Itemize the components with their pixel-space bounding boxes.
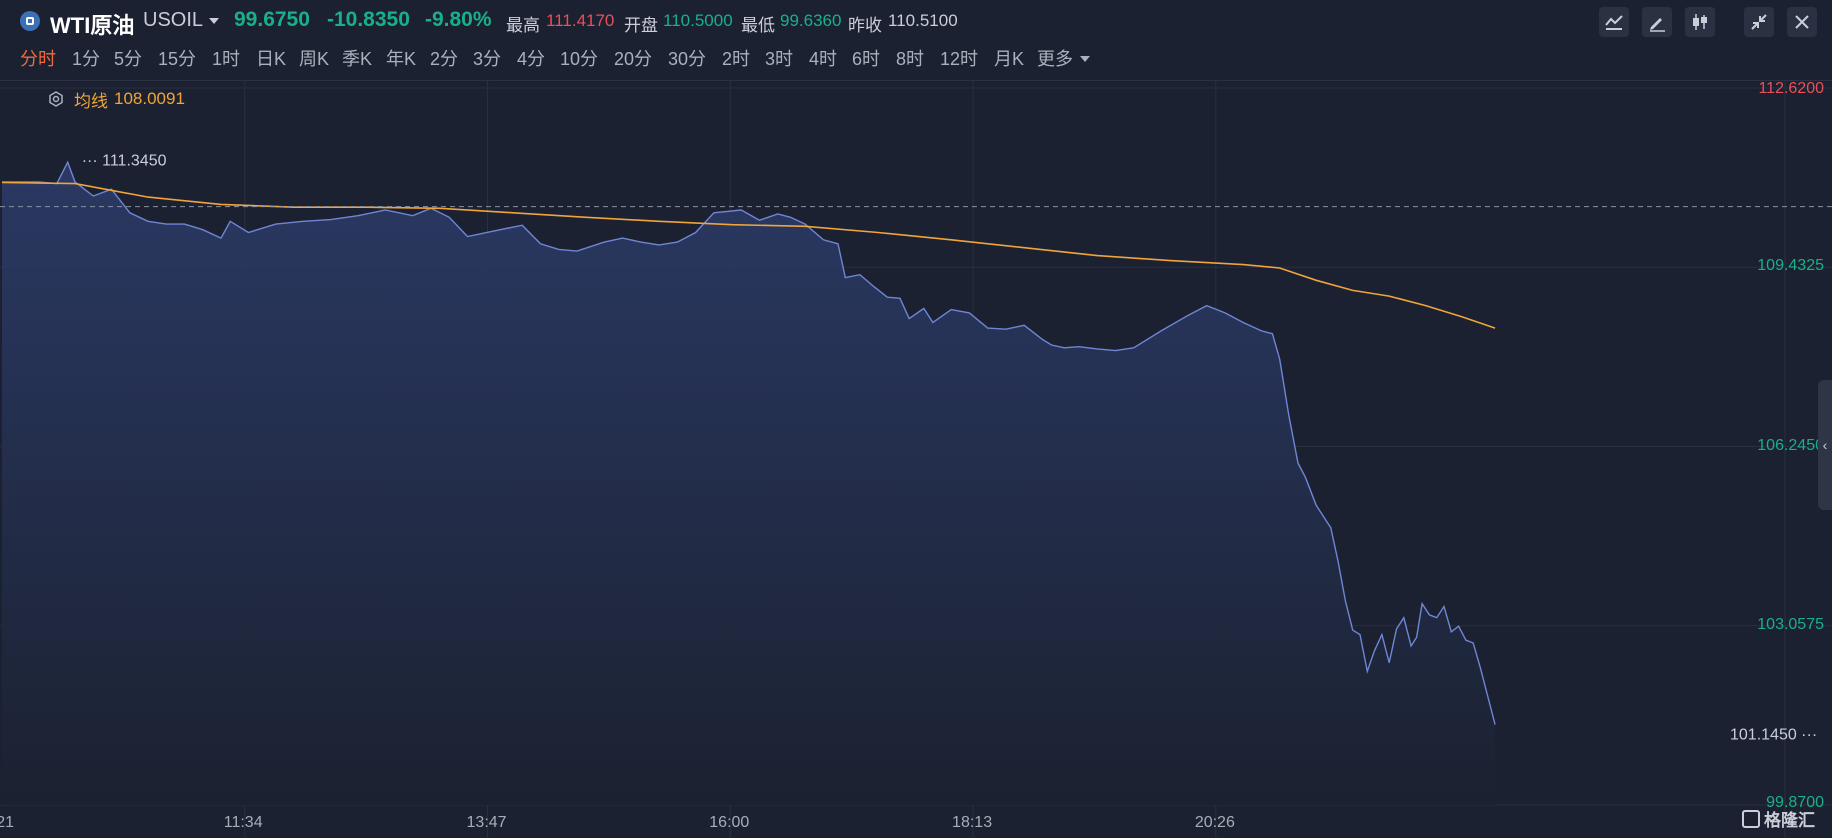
tab-4时[interactable]: 4时 [809,49,838,69]
period-tabs: 分时 1分 5分 15分 1时 日K 周K 季K 年K 2分 3分 4分 10分… [0,42,1200,72]
symbol-code[interactable]: USOIL [143,9,204,31]
tab-1分[interactable]: 1分 [72,49,101,69]
draw-icon [1650,18,1665,32]
x-tick-label: 20:26 [1194,814,1235,831]
chevron-down-icon[interactable] [209,18,219,24]
tab-周K[interactable]: 周K [299,49,330,69]
close-button[interactable] [1787,7,1817,37]
x-tick-label: 16:00 [709,814,750,831]
chevron-left-icon: ‹ [1822,437,1828,453]
tab-5分[interactable]: 5分 [114,49,143,69]
open-value: 110.5000 [663,11,733,30]
tab-15分[interactable]: 15分 [158,49,197,69]
tab-年K[interactable]: 年K [386,49,417,69]
last-annotation: 101.1450 ··· [1730,726,1817,743]
ma-label: 均线 [74,91,108,111]
draw-button[interactable] [1642,7,1672,37]
tab-30分[interactable]: 30分 [668,49,707,69]
settings-icon[interactable] [48,91,64,107]
tab-2时[interactable]: 2时 [722,49,751,69]
tab-分时[interactable]: 分时 [20,49,56,69]
ma-value: 108.0091 [114,89,185,108]
tab-10分[interactable]: 10分 [560,49,599,69]
prev-close-label: 昨收 [848,16,882,35]
tab-20分[interactable]: 20分 [614,49,653,69]
ma-legend: 均线 108.0091 [48,88,185,111]
price-change-pct: -9.80% [425,8,492,31]
prev-close-value: 110.5100 [888,11,958,30]
close-icon [1795,15,1809,29]
line-tool-icon [1605,15,1623,30]
x-tick-label: 09:21 [0,814,15,831]
y-tick-label: 103.0575 [1757,615,1824,633]
tab-3分[interactable]: 3分 [473,49,502,69]
tab-2分[interactable]: 2分 [430,49,459,69]
tab-6时[interactable]: 6时 [852,49,881,69]
divider [0,80,1832,81]
y-tick-label: 99.8700 [1766,794,1824,811]
tab-3时[interactable]: 3时 [765,49,794,69]
y-tick-label: 106.2450 [1757,436,1824,454]
candlestick-button[interactable] [1685,7,1715,37]
x-tick-label: 13:47 [466,814,507,831]
low-value: 99.6360 [780,11,842,30]
watermark: 格隆汇 [1742,806,1815,831]
logo-icon [1742,809,1760,828]
more-chevron-down-icon[interactable] [1080,56,1090,62]
high-value: 111.4170 [546,11,615,30]
open-label: 开盘 [624,16,658,35]
line-tool-button[interactable] [1599,7,1629,37]
last-price: 99.6750 [234,8,310,31]
x-tick-label: 11:34 [223,814,263,831]
candlestick-icon [1693,14,1707,30]
watermark-text: 格隆汇 [1764,811,1815,830]
symbol-name[interactable]: WTI原油 [50,13,135,38]
low-label: 最低 [741,16,775,35]
compress-icon [1751,14,1767,30]
price-line [2,160,1496,725]
tab-日K[interactable]: 日K [256,49,287,69]
quote-header: WTI原油 USOIL 99.6750 -10.8350 -9.80% 最高 1… [0,0,1832,40]
intraday-chart[interactable]: ··· 111.3450 101.1450 ··· [0,80,1832,838]
ma-line [1,181,1496,329]
x-tick-label: 18:13 [952,814,993,831]
tab-季K[interactable]: 季K [342,49,373,69]
symbol-icon [20,11,40,31]
price-change: -10.8350 [327,8,410,31]
side-panel-toggle[interactable]: ‹ [1818,380,1832,510]
high-annotation: ··· 111.3450 [82,153,167,170]
tab-月K[interactable]: 月K [994,49,1025,69]
tab-12时[interactable]: 12时 [940,49,979,69]
compress-button[interactable] [1744,7,1774,37]
tab-1时[interactable]: 1时 [212,49,241,69]
tab-4分[interactable]: 4分 [517,49,546,69]
y-tick-label: 112.6200 [1758,80,1824,97]
high-label: 最高 [506,16,540,35]
tab-8时[interactable]: 8时 [896,49,925,69]
tab-more[interactable]: 更多 [1037,49,1073,69]
y-tick-label: 109.4325 [1757,257,1824,275]
price-area [2,162,1496,805]
